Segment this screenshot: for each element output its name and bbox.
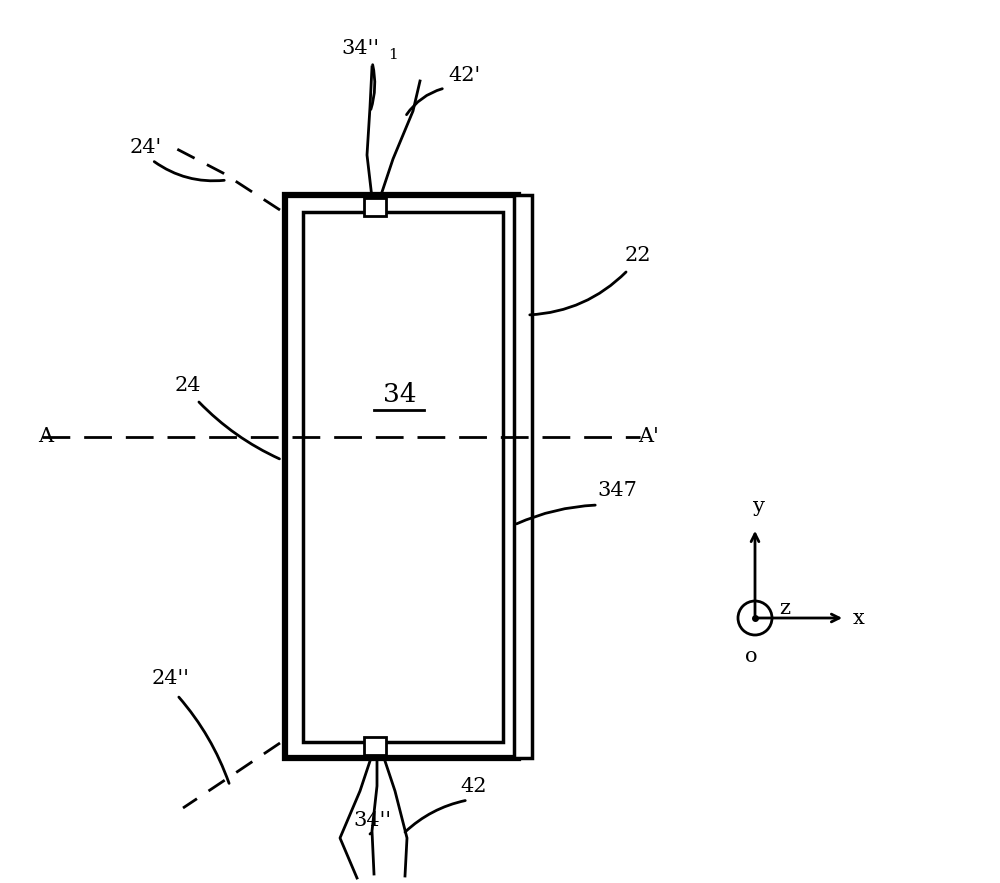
Text: 347: 347 xyxy=(597,481,637,500)
Text: 1: 1 xyxy=(388,48,398,62)
Text: y: y xyxy=(753,497,765,516)
Bar xyxy=(364,737,386,755)
Text: 34'': 34'' xyxy=(341,39,379,58)
Text: 22: 22 xyxy=(625,246,652,265)
Text: z: z xyxy=(779,599,790,617)
Text: x: x xyxy=(853,608,865,628)
Text: A: A xyxy=(38,427,53,447)
Bar xyxy=(514,195,532,758)
Bar xyxy=(303,212,503,742)
Text: 24: 24 xyxy=(175,376,202,395)
Text: o: o xyxy=(745,647,757,666)
Text: 34: 34 xyxy=(383,382,417,407)
Bar xyxy=(285,195,518,758)
Text: 24'': 24'' xyxy=(152,669,190,688)
Text: 34'': 34'' xyxy=(353,811,391,830)
Text: 42: 42 xyxy=(460,777,486,796)
Text: 42': 42' xyxy=(448,66,480,85)
Text: A': A' xyxy=(638,427,659,447)
Text: 24': 24' xyxy=(130,138,162,157)
Bar xyxy=(364,198,386,216)
